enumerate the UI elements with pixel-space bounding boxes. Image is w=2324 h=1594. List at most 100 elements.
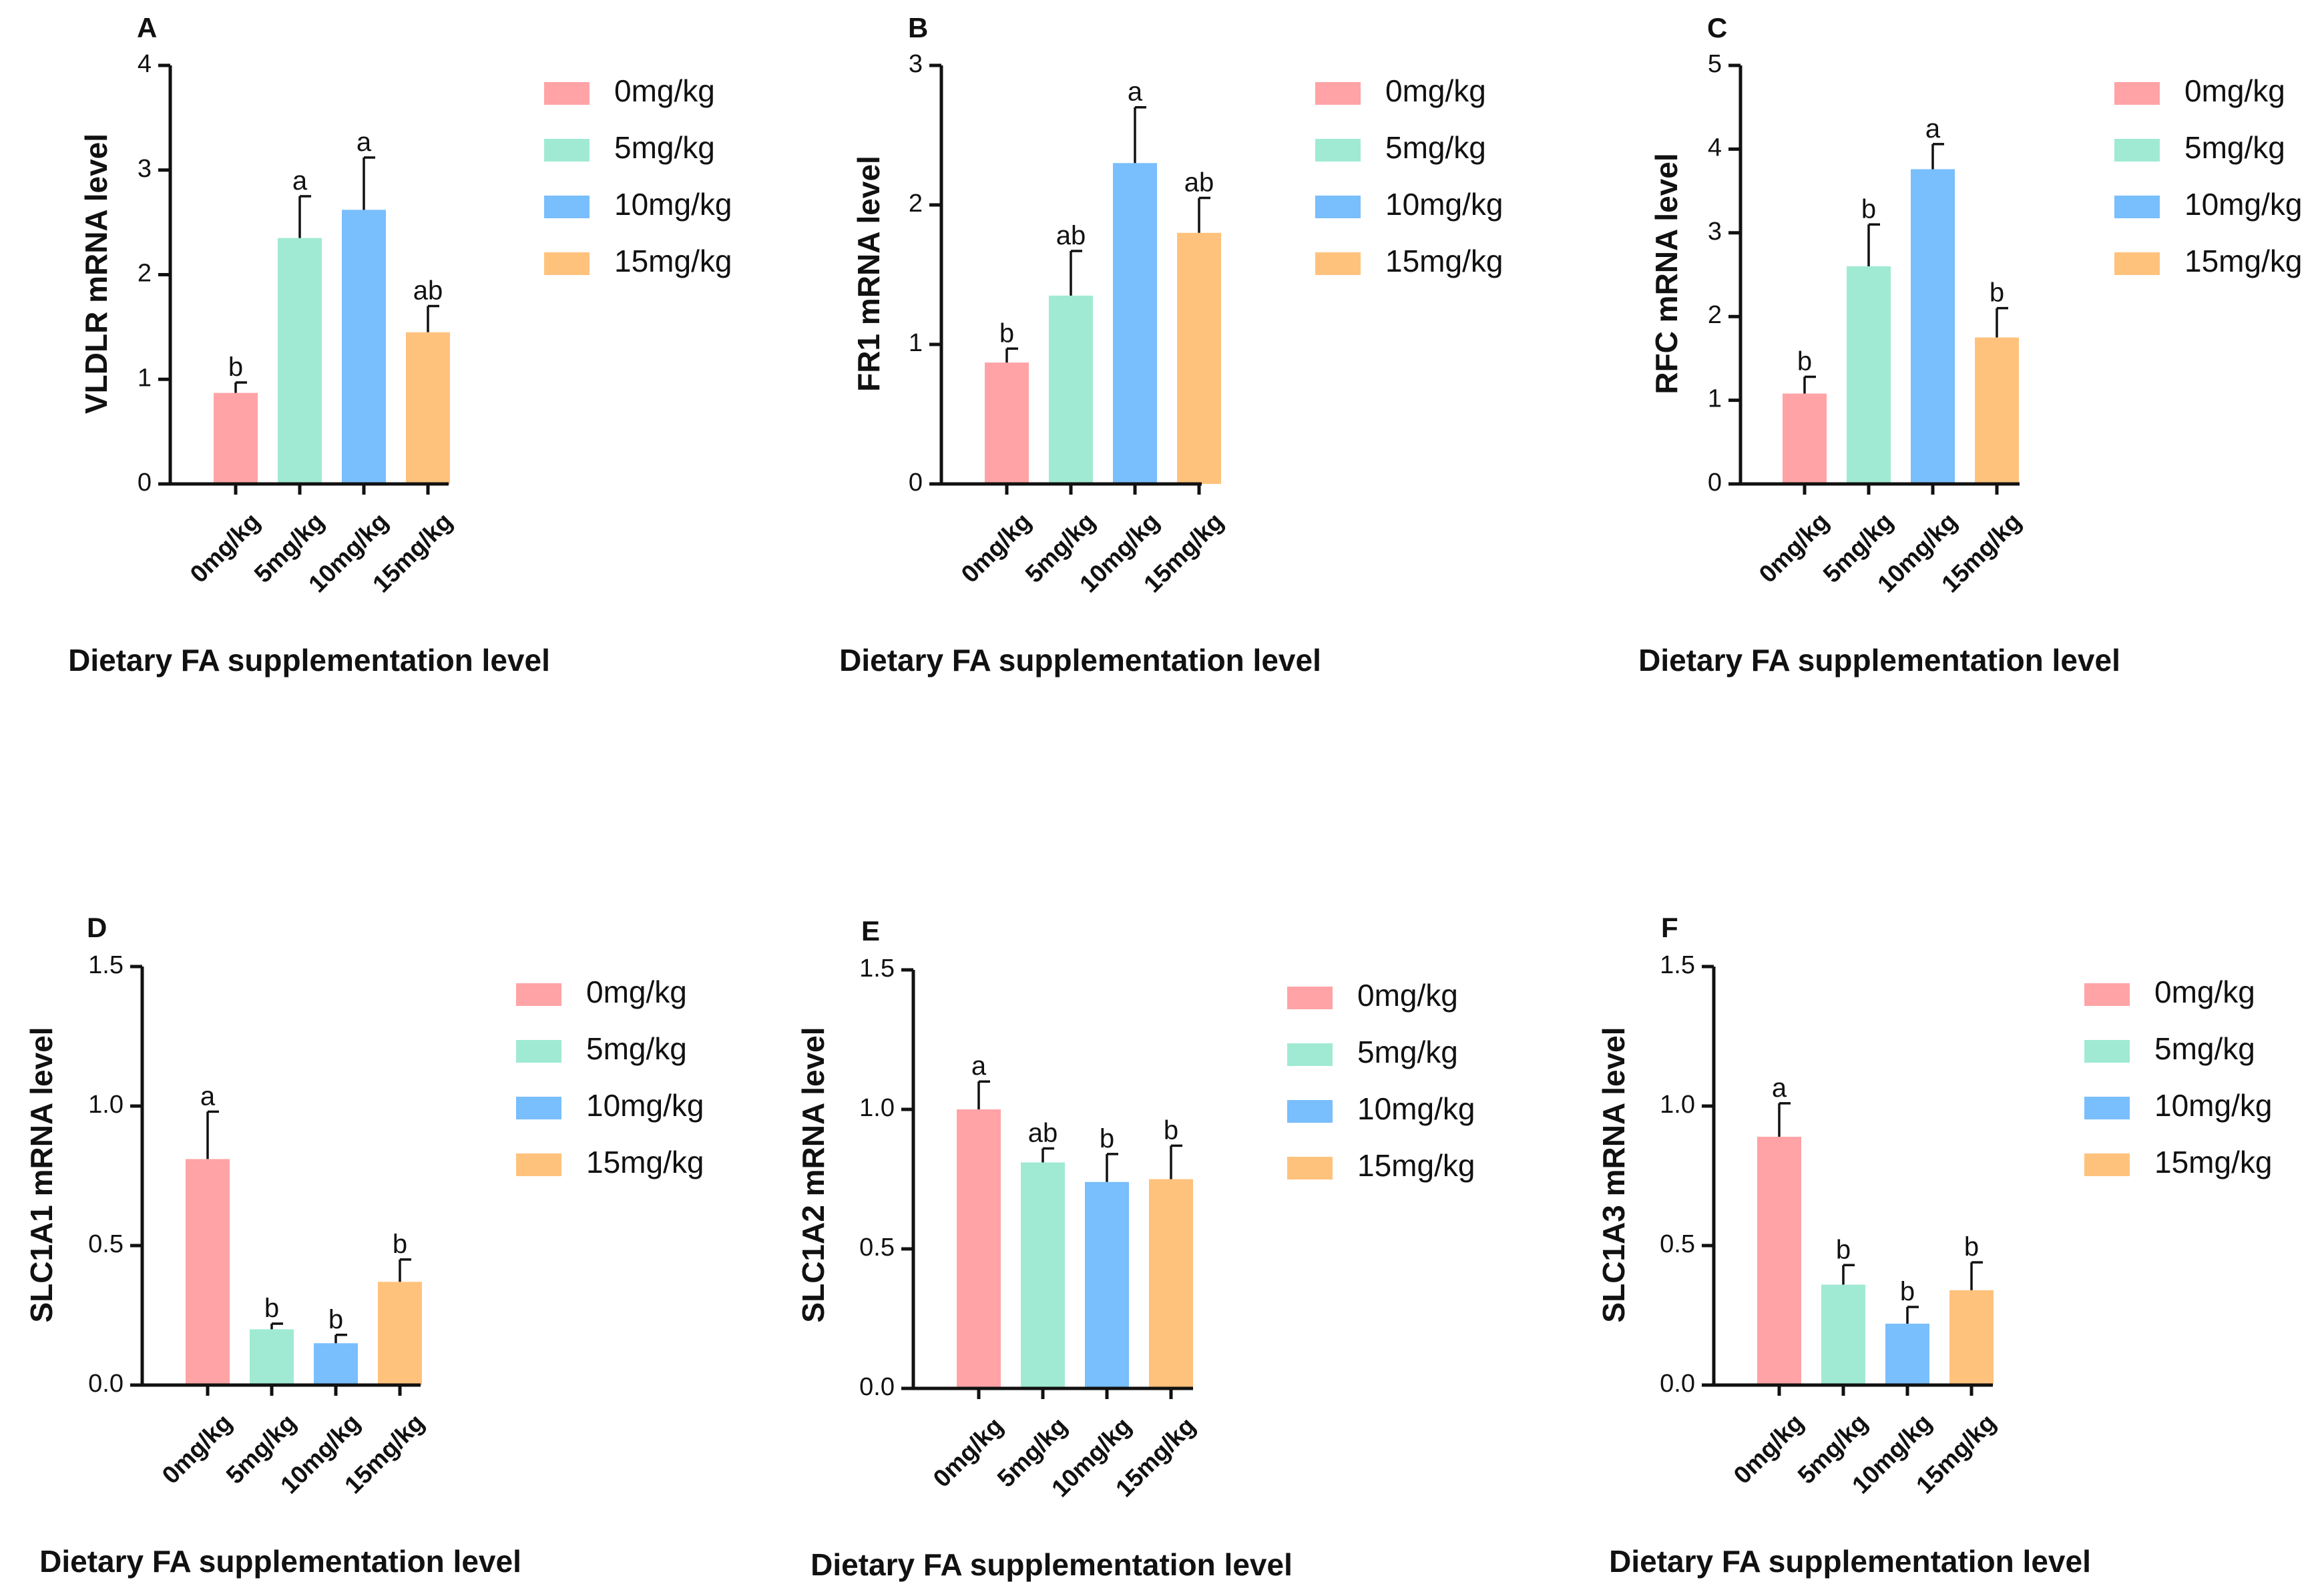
bar [1021, 1162, 1065, 1388]
legend-swatch [1315, 82, 1361, 105]
legend-label: 0mg/kg [1357, 978, 1458, 1013]
bar [1783, 393, 1827, 484]
y-tick-label: 1 [909, 329, 923, 357]
bar [278, 238, 322, 484]
y-tick-label: 2 [909, 190, 923, 218]
legend-label: 15mg/kg [2154, 1145, 2272, 1179]
y-tick-label: 1.5 [859, 955, 895, 983]
legend-swatch [2114, 82, 2160, 105]
bar [214, 392, 258, 484]
bar [1177, 232, 1221, 484]
significance-label: b [1100, 1124, 1114, 1153]
bar [406, 332, 450, 484]
significance-label: ab [413, 276, 443, 306]
significance-label: b [1836, 1235, 1851, 1264]
y-tick-label: 5 [1708, 50, 1722, 78]
x-tick-label: 0mg/kg [157, 1408, 238, 1489]
y-tick-label: 1.5 [88, 951, 124, 979]
y-tick-label: 0.5 [1660, 1230, 1695, 1258]
legend-swatch [2114, 196, 2160, 218]
panel-letter: B [908, 12, 928, 43]
y-tick-label: 3 [909, 50, 923, 78]
significance-label: a [1772, 1073, 1787, 1103]
bar [250, 1329, 294, 1385]
x-tick-label: 0mg/kg [1754, 507, 1835, 588]
panel-letter: A [137, 12, 157, 43]
significance-label: b [1900, 1277, 1915, 1306]
y-axis-label: SLC1A3 mRNA level [1596, 1027, 1631, 1322]
legend-label: 10mg/kg [2154, 1088, 2272, 1123]
y-axis-label: SLC1A2 mRNA level [796, 1027, 831, 1322]
y-tick-label: 1 [1708, 385, 1722, 413]
legend-swatch [516, 983, 561, 1006]
legend-label: 5mg/kg [1385, 130, 1486, 165]
significance-label: b [999, 318, 1014, 348]
y-tick-label: 1.0 [1660, 1091, 1695, 1119]
legend-label: 10mg/kg [614, 187, 732, 222]
y-tick-label: 2 [138, 260, 152, 288]
legend-label: 0mg/kg [614, 73, 715, 108]
legend-swatch [1315, 252, 1361, 275]
legend-swatch [544, 196, 590, 218]
significance-label: a [1925, 114, 1941, 144]
legend-swatch [2084, 1040, 2130, 1063]
y-tick-label: 4 [138, 50, 152, 78]
legend-swatch [1315, 139, 1361, 162]
legend-label: 0mg/kg [2154, 975, 2255, 1009]
legend-label: 5mg/kg [586, 1031, 687, 1066]
y-tick-label: 0.5 [859, 1234, 895, 1262]
bar [1885, 1324, 1929, 1385]
y-axis-label: FR1 mRNA level [851, 156, 886, 392]
legend-swatch [2114, 139, 2160, 162]
bar [985, 362, 1029, 484]
bar [1757, 1136, 1801, 1385]
y-axis-label: SLC1A1 mRNA level [24, 1027, 59, 1322]
bar [1949, 1290, 1994, 1385]
y-tick-label: 1.5 [1660, 951, 1695, 979]
panel-letter: F [1661, 912, 1678, 943]
legend-label: 15mg/kg [1357, 1148, 1475, 1183]
significance-label: b [1964, 1232, 1979, 1262]
y-tick-label: 0 [1708, 469, 1722, 497]
chart-panel-b: Bb 0mg/kg ab 5mg/kg a 10mg/kg ab 15mg/kg 0 1 2 3 FR1… [839, 12, 1503, 678]
x-axis-label: Dietary FA supplementation level [810, 1547, 1293, 1582]
legend-label: 5mg/kg [614, 130, 715, 165]
y-tick-label: 2 [1708, 301, 1722, 329]
x-tick-label: 0mg/kg [185, 507, 266, 588]
panel-letter: C [1707, 12, 1727, 43]
significance-label: ab [1056, 221, 1086, 250]
significance-label: ab [1028, 1119, 1058, 1148]
legend-label: 0mg/kg [2184, 73, 2285, 108]
significance-label: a [200, 1081, 216, 1111]
significance-label: b [1164, 1115, 1178, 1145]
bar [957, 1109, 1001, 1388]
significance-label: b [328, 1305, 343, 1334]
legend-label: 10mg/kg [1385, 187, 1503, 222]
bar [1085, 1181, 1129, 1388]
bar [1911, 169, 1955, 484]
legend-label: 15mg/kg [2184, 244, 2302, 278]
legend-swatch [1287, 987, 1333, 1009]
legend-swatch [1287, 1100, 1333, 1123]
y-tick-label: 3 [1708, 218, 1722, 246]
bar [1847, 266, 1891, 484]
chart-panel-e: Ea 0mg/kg ab 5mg/kg b 10mg/kg b 15mg/kg 0.0 0.5 1.… [796, 915, 1475, 1582]
y-tick-label: 0 [138, 469, 152, 497]
bar [378, 1282, 422, 1385]
y-axis-label: VLDLR mRNA level [79, 134, 113, 414]
y-tick-label: 0.0 [859, 1373, 895, 1401]
x-axis-label: Dietary FA supplementation level [1609, 1544, 2091, 1579]
legend-label: 5mg/kg [2184, 130, 2285, 165]
significance-label: b [1861, 194, 1876, 224]
bar [314, 1343, 358, 1385]
significance-label: a [1128, 77, 1143, 107]
x-tick-label: 0mg/kg [1728, 1408, 1809, 1489]
legend-label: 10mg/kg [2184, 187, 2302, 222]
legend-swatch [544, 139, 590, 162]
legend-swatch [2084, 1097, 2130, 1119]
legend-label: 0mg/kg [1385, 73, 1486, 108]
bar [1113, 163, 1157, 485]
bar [342, 210, 386, 484]
panel-letter: E [861, 915, 880, 947]
